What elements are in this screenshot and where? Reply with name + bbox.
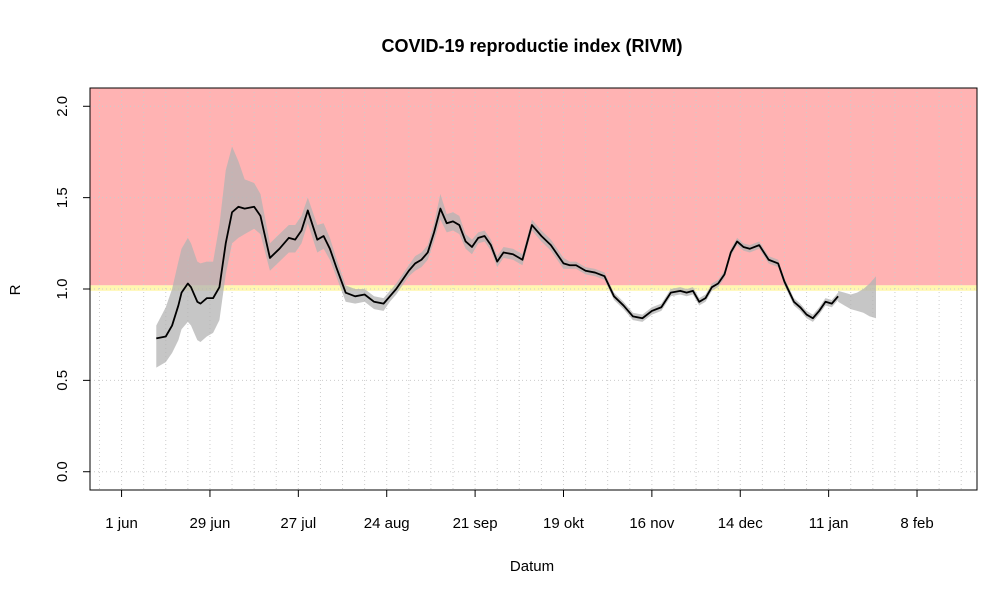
y-tick-label: 2.0 xyxy=(54,96,71,117)
chart-title: COVID-19 reproductie index (RIVM) xyxy=(381,36,682,56)
x-tick-label: 14 dec xyxy=(718,515,764,532)
x-tick-label: 8 feb xyxy=(900,515,933,532)
x-tick-label: 11 jan xyxy=(809,515,849,532)
y-tick-label: 1.5 xyxy=(54,187,71,208)
x-tick-label: 24 aug xyxy=(364,515,410,532)
x-tick-label: 27 jul xyxy=(280,515,316,532)
r-index-line xyxy=(156,205,839,340)
x-axis-label: Datum xyxy=(510,558,554,575)
plot-area: 1 jun 29 jun 27 jul 24 aug 21 sep 19 okt 16 no… xyxy=(54,87,978,532)
confidence-band xyxy=(156,146,839,368)
x-tick-label: 19 okt xyxy=(543,515,585,532)
x-tick-label: 16 nov xyxy=(629,515,675,532)
y-axis-label: R xyxy=(7,284,24,295)
x-tick-label: 21 sep xyxy=(453,515,498,532)
x-tick-label: 1 jun xyxy=(105,515,138,532)
threshold-band xyxy=(90,285,977,291)
confidence-band-extension xyxy=(838,276,876,319)
y-tick-label: 0.5 xyxy=(54,370,71,391)
y-tick-label: 0.0 xyxy=(54,461,71,482)
x-tick-label: 29 jun xyxy=(190,515,231,532)
y-tick-label: 1.0 xyxy=(54,279,71,300)
